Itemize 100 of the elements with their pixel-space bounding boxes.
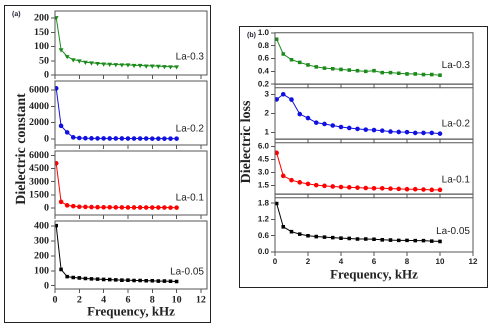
x-tick-label: 6 [125,294,130,306]
point [150,64,154,68]
point [412,186,418,192]
point [280,174,286,178]
point [138,136,142,141]
point [347,236,352,240]
point [297,112,302,116]
point [58,200,64,204]
point [438,240,442,244]
point [144,279,148,283]
point [364,237,368,241]
y-tick-label: 50 [39,55,49,66]
y-tick-label: 6000 [29,150,49,161]
point [363,127,368,132]
y-tick-label: 1500 [29,189,49,200]
point [150,279,154,283]
point [102,62,106,66]
x-tick-label: 0 [272,257,278,266]
point [396,130,402,134]
point [150,205,155,210]
point [289,97,294,102]
point [356,68,360,72]
point [388,186,393,191]
point [108,278,112,282]
series-label: La-0.2 [176,123,204,134]
point [372,68,376,72]
point [77,136,82,140]
point [120,278,124,282]
x-tick-label: 2 [306,257,311,266]
point [347,68,352,72]
point [126,205,130,210]
series-label: La-0.1 [176,192,204,204]
y-tick-label: 0.8 [258,40,270,50]
point [174,280,178,284]
point [314,65,318,69]
point [330,123,336,128]
point [95,136,100,141]
point [396,238,401,242]
point [120,63,124,68]
point [422,72,426,76]
point [306,182,310,186]
point [138,278,142,282]
y-tick-label: 0 [44,133,49,144]
point [90,277,94,281]
y-tick-label: 0.0 [258,247,270,256]
point [96,62,100,66]
point [55,160,59,166]
point [156,205,161,210]
point [114,63,118,67]
point [156,136,161,141]
point [83,204,88,210]
point [162,279,166,283]
point [372,128,376,132]
y-tick-label: 3000 [29,176,49,188]
y-tick-label: 1.2 [258,214,270,224]
point [306,234,310,238]
point [298,232,302,236]
point [413,72,418,76]
point [380,186,385,191]
y-tick-label: 6000 [29,84,49,96]
series-label: La-0.2 [442,118,470,130]
x-tick-label: 4 [101,294,106,306]
x-tick-label: 8 [150,294,155,306]
point [65,274,69,278]
y-tick-label: 1.5 [258,180,270,190]
series-label: La-0.3 [442,60,470,71]
point [314,182,319,188]
point [71,276,76,280]
x-tick-label: 2 [76,294,82,306]
point [144,205,148,210]
point [429,130,434,136]
point [405,72,409,76]
point [89,61,94,66]
point [388,238,392,242]
point [298,60,302,64]
point [346,185,352,190]
point [289,178,294,182]
point [355,126,360,132]
series-label: La-0.1 [442,174,470,186]
point [372,237,376,242]
x-tick-label: 12 [196,294,206,306]
point [156,279,160,283]
point [174,205,179,210]
point [64,130,70,135]
point [430,72,434,76]
point [438,131,442,136]
y-tick-label: 1.8 [258,198,270,208]
point [55,224,58,228]
point [83,60,88,64]
point [126,136,130,141]
point [388,70,392,74]
point [339,68,343,72]
point [314,120,319,125]
y-tick-label: 300 [34,235,49,246]
y-tick-label: 2000 [29,117,49,128]
x-axis-title: Frequency, kHz [330,266,418,282]
point [114,278,118,282]
y-tick-label: 0 [44,70,49,81]
y-axis-title: Dielectric loss [239,100,255,184]
x-tick-label: 0 [52,294,58,306]
